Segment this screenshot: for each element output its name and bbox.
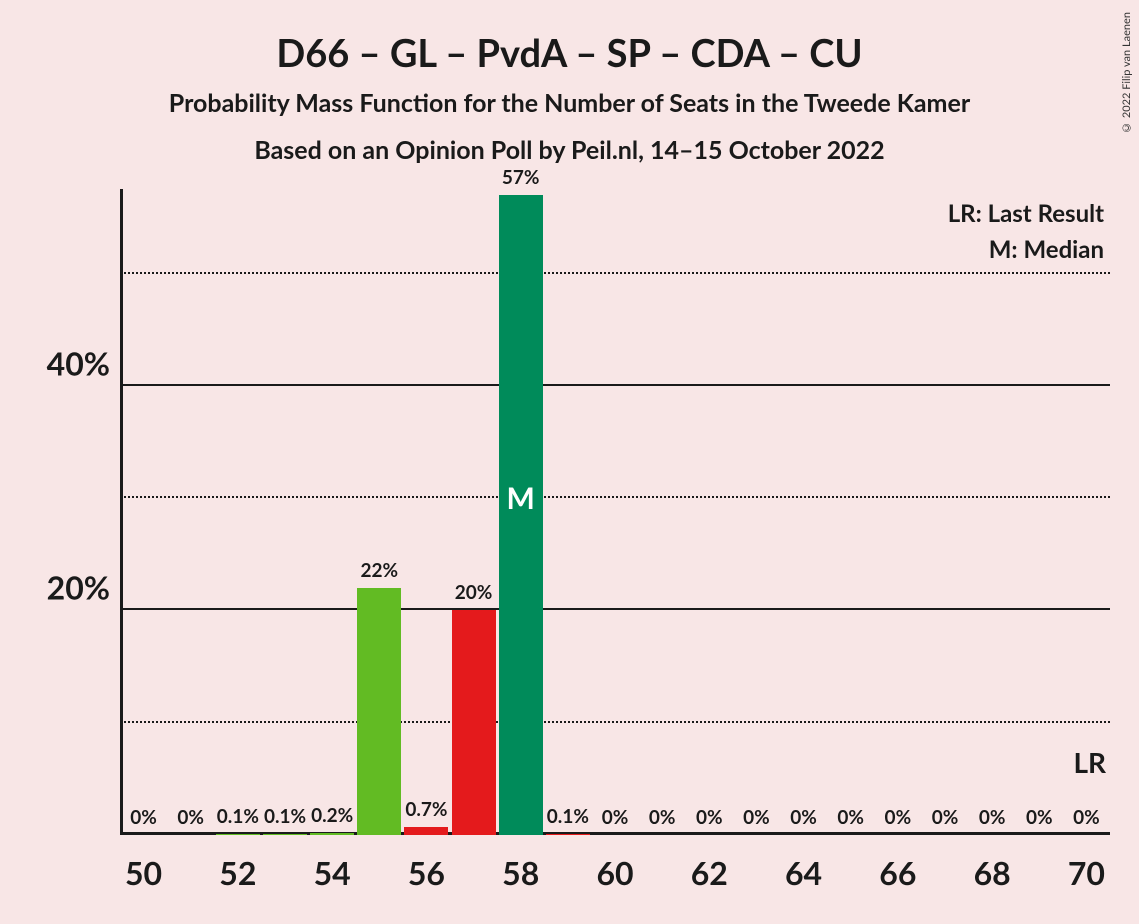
legend-m: M: Median [120, 235, 1104, 264]
bar-value-label: 0% [743, 806, 770, 829]
bar-value-label: 0% [979, 806, 1006, 829]
bar-value-label: 0% [130, 806, 157, 829]
bar-value-label: 0.2% [311, 804, 353, 827]
bar [357, 588, 401, 835]
bar [263, 834, 307, 835]
bar [404, 827, 448, 835]
bar-value-label: 0% [1073, 806, 1100, 829]
bar-value-label: 0.7% [405, 798, 447, 821]
x-tick-label: 64 [785, 835, 822, 892]
bar-value-label: 0% [602, 806, 629, 829]
x-tick-label: 68 [974, 835, 1011, 892]
bar-value-label: 0.1% [264, 805, 306, 828]
x-tick-label: 66 [879, 835, 916, 892]
x-tick-label: 62 [691, 835, 728, 892]
bar-value-label: 0% [790, 806, 817, 829]
bar-value-label: 0.1% [217, 805, 259, 828]
bar-value-label: 20% [455, 581, 493, 604]
bar [216, 834, 260, 835]
plot-area: 20%40%50525456586062646668700%0%0.1%0.1%… [120, 195, 1110, 835]
bar [452, 610, 496, 835]
x-tick-label: 60 [596, 835, 633, 892]
x-tick-label: 56 [408, 835, 445, 892]
bar-value-label: 0% [837, 806, 864, 829]
x-tick-label: 52 [219, 835, 256, 892]
bar-value-label: 0.1% [547, 805, 589, 828]
legend-lr: LR: Last Result [120, 199, 1104, 228]
bar-value-label: 0% [696, 806, 723, 829]
gridline-major [120, 608, 1110, 610]
y-tick-label: 40% [47, 343, 120, 382]
median-marker: M [507, 480, 535, 516]
chart-title-main: D66 – GL – PvdA – SP – CDA – CU [0, 30, 1139, 76]
lr-axis-label: LR [1073, 745, 1106, 779]
gridline-major [120, 384, 1110, 386]
y-axis-line [120, 189, 123, 835]
bar-value-label: 0% [1026, 806, 1053, 829]
bar-value-label: 0% [177, 806, 204, 829]
bar-value-label: 0% [649, 806, 676, 829]
bar-value-label: 0% [885, 806, 912, 829]
bar-value-label: 0% [932, 806, 959, 829]
bar [546, 834, 590, 835]
gridline-minor [120, 496, 1110, 498]
x-tick-label: 70 [1068, 835, 1105, 892]
x-tick-label: 58 [502, 835, 539, 892]
y-tick-label: 20% [47, 568, 120, 607]
bar-value-label: 22% [360, 559, 398, 582]
gridline-minor [120, 721, 1110, 723]
x-tick-label: 54 [314, 835, 351, 892]
bar [310, 833, 354, 835]
gridline-minor [120, 272, 1110, 274]
chart-container: © 2022 Filip van Laenen D66 – GL – PvdA … [0, 0, 1139, 924]
chart-title-sub2: Based on an Opinion Poll by Peil.nl, 14–… [0, 135, 1139, 165]
bar-value-label: 57% [502, 166, 540, 189]
chart-title-sub1: Probability Mass Function for the Number… [0, 88, 1139, 118]
x-tick-label: 50 [125, 835, 162, 892]
